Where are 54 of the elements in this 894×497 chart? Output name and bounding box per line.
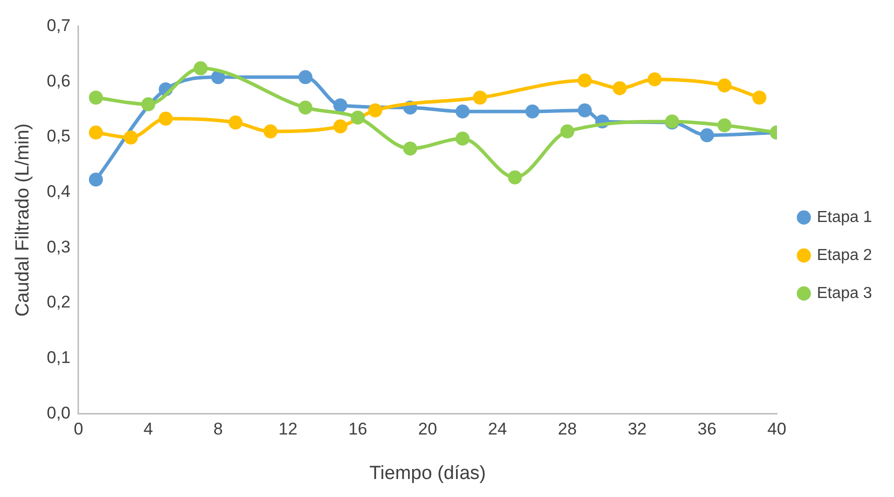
point — [158, 112, 173, 126]
point — [648, 72, 662, 86]
y-tick-label: 0,4 — [46, 182, 70, 201]
point — [456, 132, 470, 146]
point — [350, 110, 365, 125]
point — [403, 142, 418, 156]
point — [298, 100, 312, 115]
x-tick-label: 12 — [278, 420, 298, 439]
point — [194, 61, 208, 76]
point — [717, 78, 732, 92]
point — [752, 90, 766, 105]
x-tick-label: 36 — [698, 420, 716, 439]
legend-label: Etapa 3 — [816, 284, 872, 302]
x-tick-label: 40 — [767, 420, 786, 439]
x-tick-label: 32 — [628, 420, 647, 439]
point — [141, 97, 156, 112]
point — [525, 104, 540, 118]
point — [228, 116, 243, 130]
point — [612, 81, 627, 96]
point — [88, 172, 103, 187]
point — [508, 170, 522, 184]
y-tick-label: 0,2 — [46, 292, 70, 312]
y-tick-label: 0,1 — [46, 348, 70, 368]
point — [298, 70, 312, 84]
y-tick-label: 0,0 — [46, 403, 70, 422]
x-tick-label: 0 — [74, 420, 84, 439]
y-axis-title: Caudal Filtrado (L/min) — [12, 123, 34, 317]
point — [473, 90, 488, 105]
y-tick-label: 0,5 — [46, 126, 70, 146]
point — [124, 130, 138, 144]
x-tick-label: 20 — [418, 420, 438, 439]
point — [560, 124, 574, 138]
x-axis-title: Tiempo (días) — [369, 462, 486, 484]
point — [368, 103, 382, 118]
point — [88, 90, 103, 105]
x-tick-label: 4 — [144, 420, 154, 439]
point — [717, 118, 732, 132]
point — [333, 119, 348, 134]
point — [578, 103, 592, 118]
point — [263, 124, 278, 138]
point — [88, 126, 103, 140]
x-tick-label: 24 — [488, 420, 507, 439]
legend-label: Etapa 1 — [816, 208, 872, 226]
y-tick-label: 0,7 — [46, 16, 70, 35]
x-tick-label: 8 — [213, 420, 223, 439]
point — [456, 104, 470, 118]
point — [333, 98, 348, 112]
point — [578, 73, 592, 88]
y-tick-label: 0,3 — [46, 237, 70, 256]
x-tick-label: 28 — [558, 420, 577, 439]
legend-label: Etapa 2 — [816, 246, 872, 264]
x-tick-label: 16 — [348, 420, 368, 439]
point — [700, 128, 714, 142]
y-tick-label: 0,6 — [46, 71, 70, 90]
